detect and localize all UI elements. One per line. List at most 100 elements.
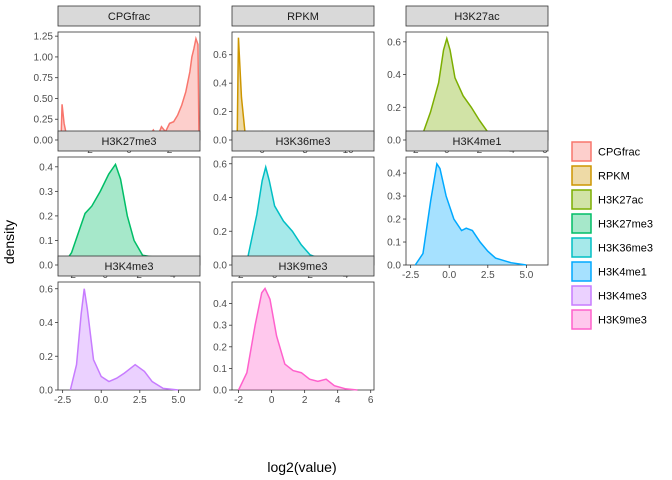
facet-panel-h3k4me3: H3K4me3-2.5 0.0 2.5 5.00.00.20.40.6 — [39, 255, 201, 406]
strip-label: CPGfrac — [108, 11, 151, 23]
density-area — [61, 38, 199, 140]
y-tick-label: 0.2 — [213, 227, 227, 238]
x-axis-title: log2(value) — [267, 459, 336, 475]
y-tick-label: 0.2 — [387, 103, 401, 114]
legend-item-h3k36me3: H3K36me3 — [571, 237, 653, 258]
y-tick-label: 0.4 — [387, 70, 401, 81]
y-tick-label: 0.4 — [213, 193, 227, 204]
y-tick-label: 0.00 — [34, 136, 54, 147]
y-tick-label: 0.25 — [34, 115, 54, 126]
facet-panel-h3k36me3: H3K36me3-20240.00.20.40.6 — [213, 130, 375, 281]
legend-key — [571, 309, 592, 330]
facet-panel-h3k9me3: H3K9me3 -2 0 2 4 6 0.0 0.1 0.2 0.3 0.4 — [213, 255, 375, 406]
y-axis-title: density — [1, 220, 17, 264]
y-tick-label: 0.3 — [213, 321, 227, 332]
x-tick-label: 0.0 — [94, 395, 108, 406]
x-tick-label: 6 — [368, 395, 374, 406]
x-tick-label: 2.5 — [481, 270, 495, 281]
x-tick-label: -2 — [234, 395, 243, 406]
panel-border — [57, 281, 201, 391]
density-line — [237, 287, 358, 391]
strip-background — [231, 5, 375, 27]
density-line — [69, 288, 179, 391]
y-tick-label: 0.0 — [387, 136, 401, 147]
y-tick-label: 0.3 — [39, 187, 53, 198]
legend-key — [571, 141, 592, 162]
legend-label: H3K4me1 — [598, 267, 647, 279]
x-tick-label: -2.5 — [402, 270, 420, 281]
y-tick-label: 0.6 — [39, 284, 53, 295]
facet-panels: CPGfrac -2 0 2 0.00 0.25 0.50 0.75 1.00 1.25 RPKM 0… — [34, 5, 549, 406]
y-tick-label: 0.0 — [213, 136, 227, 147]
density-area — [239, 167, 364, 265]
y-tick-label: 0.4 — [39, 318, 53, 329]
legend: CPGfrac RPKM H3K27ac H3K27me3 H3K36me3 H3K4me… — [571, 141, 653, 330]
density-area — [70, 288, 179, 390]
strip-label: RPKM — [287, 11, 319, 23]
y-tick-label: 0.0 — [39, 386, 53, 397]
x-tick-label: 5.0 — [171, 395, 185, 406]
y-tick-label: 0.6 — [213, 159, 227, 170]
legend-key — [571, 237, 592, 258]
legend-label: H3K36me3 — [598, 243, 653, 255]
facet-panel-rpkm: RPKM05100.00.20.40.6 — [213, 5, 375, 156]
strip-background — [405, 130, 549, 152]
strip-label: H3K9me3 — [279, 261, 328, 273]
strip-background — [231, 130, 375, 152]
y-tick-label: 0.1 — [39, 236, 53, 247]
legend-item-cpgfrac: CPGfrac — [571, 141, 641, 162]
legend-label: RPKM — [598, 171, 630, 183]
y-tick-label: 0.2 — [39, 352, 53, 363]
legend-key — [571, 213, 592, 234]
legend-label: H3K27ac — [598, 195, 644, 207]
y-tick-label: 0.2 — [213, 107, 227, 118]
strip-label: H3K4me1 — [453, 136, 502, 148]
y-tick-label: 0.75 — [34, 73, 54, 84]
legend-item-h3k9me3: H3K9me3 — [571, 309, 647, 330]
y-tick-label: 0.6 — [213, 50, 227, 61]
density-area — [63, 164, 194, 265]
strip-background — [57, 5, 201, 27]
panel-border — [231, 281, 375, 391]
x-tick-label: 2 — [302, 395, 308, 406]
y-tick-label: 0.2 — [39, 211, 53, 222]
x-tick-label: -2.5 — [54, 395, 72, 406]
density-area — [414, 38, 529, 140]
y-tick-label: 0.4 — [387, 169, 401, 180]
strip-label: H3K4me3 — [105, 261, 154, 273]
density-area — [415, 163, 527, 265]
legend-key — [571, 285, 592, 306]
legend-label: H3K27me3 — [598, 219, 653, 231]
y-tick-label: 0.50 — [34, 94, 54, 105]
y-tick-label: 0.4 — [39, 162, 53, 173]
y-tick-label: 0.6 — [387, 37, 401, 48]
density-line — [414, 161, 527, 266]
y-tick-label: 0.2 — [213, 342, 227, 353]
y-tick-label: 0.3 — [387, 192, 401, 203]
y-tick-label: 0.1 — [213, 364, 227, 375]
y-tick-label: 0.4 — [213, 299, 227, 310]
legend-label: H3K9me3 — [598, 315, 647, 327]
y-tick-label: 0.4 — [213, 79, 227, 90]
y-tick-label: 0.0 — [39, 261, 53, 272]
strip-label: H3K36me3 — [275, 136, 330, 148]
legend-key — [571, 165, 592, 186]
y-tick-label: 1.25 — [34, 32, 54, 43]
y-tick-label: 0.2 — [387, 215, 401, 226]
panel-border — [57, 31, 201, 141]
legend-item-h3k27me3: H3K27me3 — [571, 213, 653, 234]
strip-background — [57, 130, 201, 152]
panel-border — [231, 31, 375, 141]
density-area — [238, 288, 358, 390]
x-tick-label: 0 — [269, 395, 275, 406]
legend-item-h3k27ac: H3K27ac — [571, 189, 644, 210]
legend-item-h3k4me3: H3K4me3 — [571, 285, 647, 306]
strip-label: H3K27me3 — [101, 136, 156, 148]
strip-background — [405, 5, 549, 27]
y-tick-label: 0.0 — [387, 261, 401, 272]
legend-item-rpkm: RPKM — [571, 165, 630, 186]
x-tick-label: 0.0 — [442, 270, 456, 281]
x-tick-label: 5.0 — [519, 270, 533, 281]
x-tick-label: 4 — [335, 395, 341, 406]
